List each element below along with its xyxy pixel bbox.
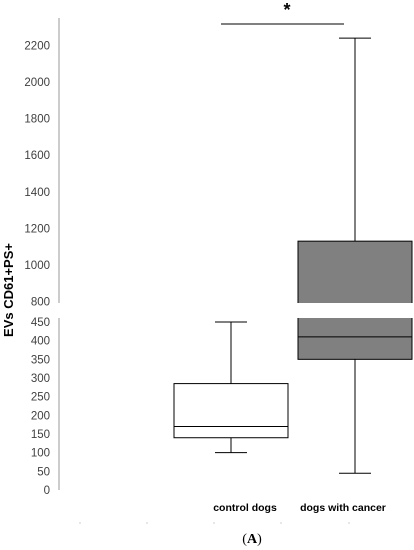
significance-annotation: * <box>221 0 344 25</box>
y-tick-label: 1600 <box>24 150 50 162</box>
x-category-label: control dogs <box>213 502 277 514</box>
y-tick-label: 400 <box>31 336 50 348</box>
y-tick-label: 150 <box>31 429 50 441</box>
y-tick-label: 1800 <box>24 114 50 126</box>
box-2 <box>297 37 413 474</box>
y-tick-labels: 0 50 100 150 200 250 300 350 400 450 800 1000 1200 14… <box>24 41 50 498</box>
panel-label: (A) <box>242 532 262 547</box>
y-tick-label: 250 <box>31 392 50 404</box>
y-tick-label: 1200 <box>24 223 50 235</box>
y-tick-label: 1000 <box>24 260 50 272</box>
axis-break-band <box>297 303 413 318</box>
y-tick-label: 2000 <box>24 77 50 89</box>
y-tick-label: 50 <box>37 466 50 478</box>
box-series <box>173 37 413 474</box>
y-tick-label: 2200 <box>24 41 50 53</box>
box-1 <box>173 321 289 454</box>
y-tick-label: 0 <box>44 485 50 497</box>
y-tick-label: 350 <box>31 354 50 366</box>
y-axis <box>58 18 350 524</box>
y-tick-label: 1400 <box>24 187 50 199</box>
y-tick-label: 450 <box>31 317 50 329</box>
box-iqr <box>173 383 289 439</box>
y-tick-label: 100 <box>31 448 50 460</box>
y-tick-label: 300 <box>31 373 50 385</box>
x-category-label: dogs with cancer <box>300 502 386 514</box>
y-tick-label: 200 <box>31 410 50 422</box>
x-category-labels: control dogs dogs with cancer <box>213 502 386 514</box>
y-axis-label: EVs CD61+PS+ <box>1 243 16 337</box>
y-tick-label: 800 <box>31 297 50 309</box>
significance-star: * <box>283 0 290 20</box>
box-iqr <box>297 240 413 360</box>
